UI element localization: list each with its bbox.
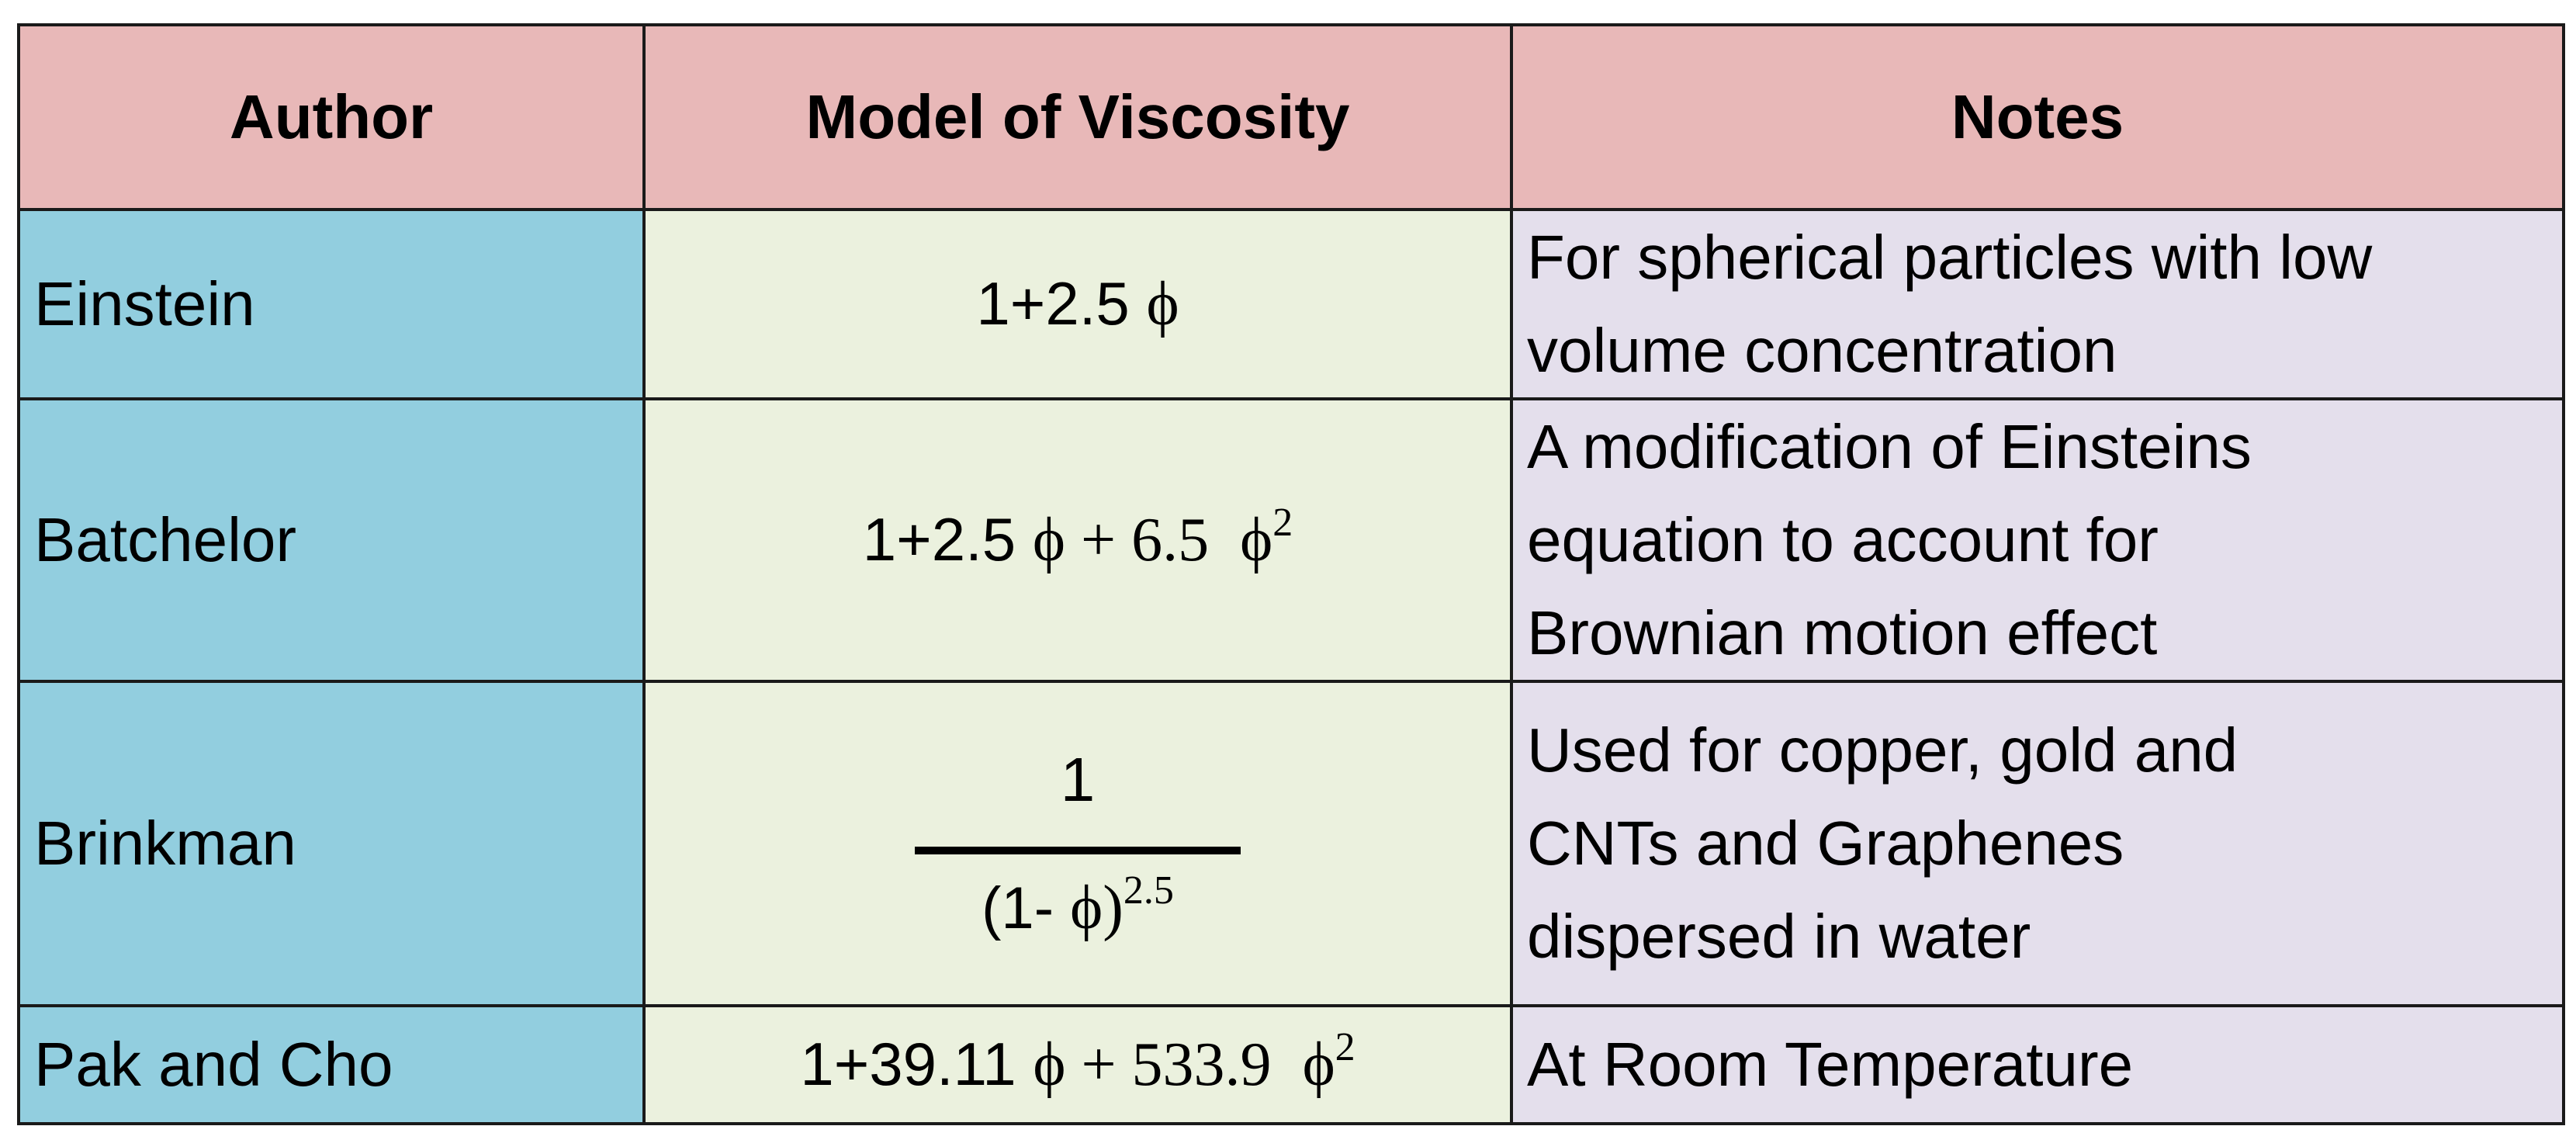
- notes-line: CNTs and Graphenes: [1527, 809, 2124, 878]
- formula-term: 1+2.5: [862, 505, 1033, 573]
- table-row: Pak and Cho 1+39.11 ϕ + 533.9 ϕ2 At Room…: [17, 1004, 2565, 1125]
- fraction-numerator: 1: [1060, 744, 1096, 814]
- fraction-denominator: (1- ϕ)2.5: [915, 854, 1241, 944]
- phi-symbol: ϕ: [1302, 1031, 1335, 1099]
- table-row: Batchelor 1+2.5 ϕ + 6.5 ϕ2 A modificatio…: [17, 397, 2565, 683]
- fraction: 1 (1- ϕ)2.5: [915, 744, 1241, 944]
- notes-line: Used for copper, gold and: [1527, 715, 2238, 785]
- notes-cell: Used for copper, gold and CNTs and Graph…: [1510, 680, 2565, 1007]
- notes-line: A modification of Einsteins: [1527, 412, 2252, 481]
- phi-symbol: ϕ: [1240, 506, 1273, 574]
- author-cell: Brinkman: [17, 680, 646, 1007]
- viscosity-models-table: Author Model of Viscosity Notes Einstein…: [17, 23, 2565, 1125]
- table-row: Brinkman 1 (1- ϕ)2.5 Used for copper, go…: [17, 680, 2565, 1007]
- formula-term: + 6.5: [1065, 506, 1241, 574]
- notes-cell: For spherical particles with low volume …: [1510, 208, 2565, 400]
- notes-line: volume concentration: [1527, 316, 2117, 385]
- phi-symbol: ϕ: [1146, 270, 1179, 338]
- model-cell: 1 (1- ϕ)2.5: [642, 680, 1513, 1007]
- table-row: Einstein 1+2.5 ϕ For spherical particles…: [17, 208, 2565, 400]
- notes-line: At Room Temperature: [1527, 1030, 2134, 1099]
- author-cell: Batchelor: [17, 397, 646, 683]
- formula-term: 1+39.11: [800, 1030, 1034, 1098]
- notes-line: For spherical particles with low: [1527, 223, 2373, 292]
- notes-cell: At Room Temperature: [1510, 1004, 2565, 1125]
- phi-symbol: ϕ: [1033, 1031, 1066, 1099]
- author-cell: Pak and Cho: [17, 1004, 646, 1125]
- table-header-row: Author Model of Viscosity Notes: [17, 23, 2565, 211]
- author-cell: Einstein: [17, 208, 646, 400]
- formula-term: (1-: [982, 875, 1071, 941]
- exponent: 2.5: [1123, 868, 1174, 913]
- notes-line: equation to account for: [1527, 505, 2159, 574]
- header-model: Model of Viscosity: [642, 23, 1513, 211]
- fraction-bar: [915, 846, 1241, 854]
- formula-term: 1+2.5: [976, 269, 1147, 338]
- formula-term: + 533.9: [1065, 1031, 1303, 1099]
- exponent: 2: [1335, 1025, 1356, 1069]
- notes-line: Brownian motion effect: [1527, 598, 2158, 667]
- model-cell: 1+39.11 ϕ + 533.9 ϕ2: [642, 1004, 1513, 1125]
- phi-symbol: ϕ: [1032, 506, 1065, 574]
- formula-term: ): [1103, 873, 1124, 942]
- header-notes: Notes: [1510, 23, 2565, 211]
- model-cell: 1+2.5 ϕ: [642, 208, 1513, 400]
- phi-symbol: ϕ: [1070, 873, 1103, 942]
- exponent: 2: [1272, 501, 1293, 545]
- notes-cell: A modification of Einsteins equation to …: [1510, 397, 2565, 683]
- header-author: Author: [17, 23, 646, 211]
- notes-line: dispersed in water: [1527, 902, 2031, 971]
- model-cell: 1+2.5 ϕ + 6.5 ϕ2: [642, 397, 1513, 683]
- viscosity-table-container: Author Model of Viscosity Notes Einstein…: [17, 23, 2565, 1125]
